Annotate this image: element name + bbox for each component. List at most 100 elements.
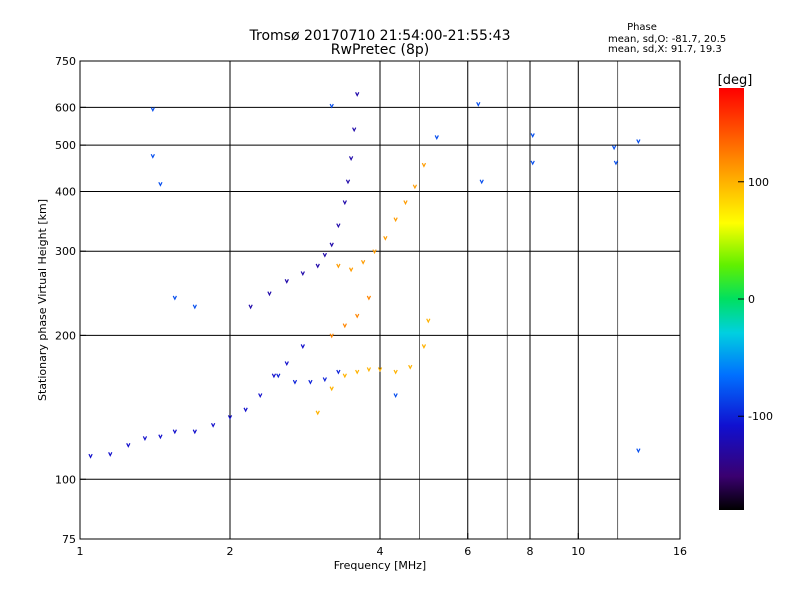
y-tick-label: 400	[55, 185, 76, 198]
colorbar-label: [deg]	[718, 73, 753, 88]
chart-subtitle: RwPretec (8p)	[331, 42, 429, 58]
y-axis-ticks: 75 100 200 300 400 500 600 750	[55, 55, 86, 546]
data-point	[150, 153, 155, 159]
series	[88, 344, 305, 459]
y-tick-label: 200	[55, 329, 76, 342]
y-tick-label: 300	[55, 245, 76, 258]
data-point	[348, 267, 354, 273]
colorbar-ticks: 100 0 -100	[738, 176, 773, 423]
x-tick-label: 4	[377, 545, 384, 558]
x-tick-label: 6	[464, 545, 471, 558]
series	[276, 369, 341, 385]
data-point	[158, 434, 163, 440]
data-point	[322, 377, 327, 383]
data-point	[336, 223, 341, 229]
colorbar-tick-label: 100	[748, 176, 769, 189]
y-tick-label: 100	[55, 473, 76, 486]
stats-line-x: mean, sd,X: 91.7, 19.3	[608, 44, 722, 55]
data-point	[210, 422, 216, 428]
data-point	[348, 156, 354, 161]
data-point	[636, 448, 641, 454]
data-point	[248, 304, 253, 310]
data-point	[383, 235, 388, 241]
data-point	[345, 179, 351, 185]
colorbar-tick-label: 0	[748, 293, 755, 306]
data-point	[172, 295, 177, 301]
x-tick-label: 1	[77, 545, 84, 558]
data-point	[360, 259, 366, 265]
data-point	[329, 103, 334, 109]
data-point	[530, 160, 535, 166]
data-point	[393, 369, 398, 375]
data-point	[158, 181, 163, 187]
data-point	[434, 135, 439, 140]
data-point	[192, 304, 197, 310]
data-point	[276, 373, 281, 379]
data-point	[243, 407, 248, 413]
y-axis-label: Stationary phase Virtual Height [km]	[36, 199, 49, 401]
data-point	[315, 263, 320, 269]
series	[336, 162, 427, 273]
x-axis-ticks: 1 2 4 6 8 10 16	[77, 533, 687, 558]
data-point	[372, 249, 377, 255]
data-point	[355, 313, 360, 319]
data-point	[108, 452, 113, 457]
data-point	[336, 369, 341, 375]
x-tick-label: 16	[673, 545, 687, 558]
chart-title: Tromsø 20170710 21:54:00-21:55:43	[249, 28, 511, 44]
data-point	[88, 453, 93, 459]
data-point	[271, 373, 277, 379]
data-point	[292, 379, 298, 385]
data-points	[88, 92, 641, 459]
series	[329, 295, 372, 339]
series	[315, 318, 431, 416]
data-point	[613, 160, 619, 166]
data-point	[300, 271, 305, 277]
data-point	[479, 179, 484, 185]
series	[150, 102, 641, 454]
data-point	[329, 242, 334, 248]
data-point	[426, 318, 431, 324]
data-point	[393, 393, 398, 399]
data-point	[342, 323, 347, 329]
x-tick-label: 8	[527, 545, 534, 558]
x-tick-label: 2	[227, 545, 234, 558]
data-point	[329, 386, 334, 392]
data-point	[366, 367, 372, 373]
data-point	[403, 200, 408, 206]
data-point	[352, 127, 357, 133]
data-point	[342, 200, 347, 206]
x-axis-label: Frequency [MHz]	[334, 559, 426, 572]
stats-title: Phase	[627, 22, 657, 33]
data-point	[300, 344, 305, 349]
x-tick-label: 10	[571, 545, 585, 558]
y-tick-label: 75	[62, 533, 76, 546]
data-point	[227, 415, 233, 420]
y-tick-label: 500	[55, 139, 76, 152]
colorbar-tick-label: -100	[748, 410, 773, 423]
data-point	[336, 263, 341, 269]
data-point	[267, 291, 272, 297]
data-point	[150, 107, 155, 113]
data-point	[126, 443, 131, 448]
stats-line-o: mean, sd,O: -81.7, 20.5	[608, 34, 726, 45]
data-point	[377, 367, 383, 373]
data-point	[308, 379, 313, 385]
data-point	[172, 429, 177, 435]
data-point	[192, 429, 197, 435]
data-point	[284, 361, 289, 367]
data-point	[476, 102, 481, 107]
data-point	[636, 139, 641, 145]
data-point	[412, 184, 418, 190]
data-point	[315, 410, 320, 416]
data-point	[611, 145, 617, 151]
data-point	[421, 344, 427, 349]
data-point	[366, 295, 372, 301]
data-point	[342, 373, 347, 379]
data-point	[142, 436, 148, 441]
grid-lines	[80, 61, 680, 539]
data-point	[284, 279, 289, 284]
data-point	[355, 369, 360, 375]
data-point	[258, 393, 263, 399]
